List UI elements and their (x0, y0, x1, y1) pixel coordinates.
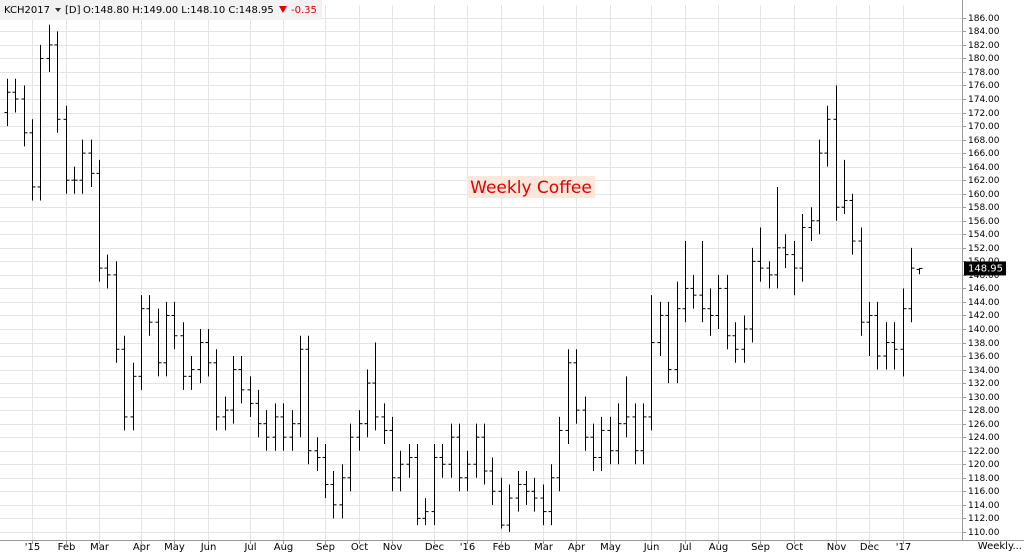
y-tick-label: 184.00 (968, 27, 1000, 37)
y-tick-label: 116.00 (968, 487, 1000, 497)
y-tick-label: 152.00 (968, 244, 1000, 254)
y-tick-label: 162.00 (968, 176, 1000, 186)
x-tick-label: May (600, 542, 621, 553)
y-tick-label: 122.00 (968, 447, 1000, 457)
x-tick-label: Aug (709, 542, 729, 553)
x-tick-label: Dec (860, 542, 879, 553)
last-price-label: 148.95 (968, 263, 1003, 274)
y-tick-label: 110.00 (968, 528, 1000, 538)
x-tick-label: Dec (425, 542, 444, 553)
down-arrow-icon (279, 6, 287, 13)
x-tick-label: Jun (200, 542, 217, 553)
x-tick-label: Feb (58, 542, 76, 553)
y-tick-label: 132.00 (968, 379, 1000, 389)
header-bar (0, 0, 322, 20)
x-tick-label: Sep (316, 542, 335, 553)
x-tick-label: Jun (643, 542, 660, 553)
symbol[interactable]: KCH2017 (4, 5, 50, 16)
y-tick-label: 126.00 (968, 420, 1000, 430)
x-tick-label: '15 (25, 542, 40, 553)
x-tick-label: '17 (896, 542, 911, 553)
y-tick-label: 136.00 (968, 352, 1000, 362)
y-tick-label: 124.00 (968, 433, 1000, 443)
x-tick-label: Oct (351, 542, 368, 553)
x-tick-label: May (164, 542, 185, 553)
grid (0, 5, 962, 540)
x-tick-label: Nov (383, 542, 403, 553)
change: -0.35 (291, 5, 317, 16)
x-tick-label: Oct (786, 542, 803, 553)
last-price-box (964, 261, 1006, 276)
y-tick-label: 114.00 (968, 501, 1000, 511)
y-tick-label: 144.00 (968, 298, 1000, 308)
y-tick-label: 140.00 (968, 325, 1000, 335)
x-tick-label: Nov (827, 542, 847, 553)
y-tick-label: 166.00 (968, 149, 1000, 159)
bars (4, 24, 923, 532)
y-tick-label: 128.00 (968, 406, 1000, 416)
y-tick-label: 142.00 (968, 311, 1000, 321)
y-tick-label: 180.00 (968, 54, 1000, 64)
y-tick-label: 134.00 (968, 366, 1000, 376)
x-tick-label: Aug (274, 542, 294, 553)
y-tick-label: 120.00 (968, 460, 1000, 470)
x-tick-label: Mar (534, 542, 554, 553)
y-tick-label: 118.00 (968, 474, 1000, 484)
y-tick-label: 112.00 (968, 514, 1000, 524)
x-tick-label: Feb (493, 542, 511, 553)
title-background (467, 176, 595, 198)
x-tick-label: Apr (133, 542, 151, 553)
chart-title: Weekly Coffee (470, 178, 592, 198)
y-tick-label: 170.00 (968, 122, 1000, 132)
y-tick-label: 146.00 (968, 284, 1000, 294)
x-tick-label: '16 (460, 542, 475, 553)
symbol-dropdown-icon[interactable] (55, 8, 61, 12)
y-tick-label: 178.00 (968, 68, 1000, 78)
interval: [D] (65, 5, 81, 16)
x-tick-label: Sep (751, 542, 770, 553)
y-tick-label: 154.00 (968, 230, 1000, 240)
y-tick-label: 174.00 (968, 95, 1000, 105)
interval-label[interactable]: Weekly... (978, 541, 1022, 552)
y-tick-label: 182.00 (968, 41, 1000, 51)
y-tick-label: 130.00 (968, 393, 1000, 403)
y-tick-label: 164.00 (968, 163, 1000, 173)
x-tick-label: Apr (568, 542, 586, 553)
x-tick-label: Jul (243, 542, 256, 553)
x-tick-label: Jul (678, 542, 691, 553)
y-tick-label: 138.00 (968, 339, 1000, 349)
y-tick-label: 186.00 (968, 14, 1000, 24)
y-tick-label: 172.00 (968, 109, 1000, 119)
x-tick-label: Mar (90, 542, 110, 553)
quote: O:148.80 H:149.00 L:148.10 C:148.95 (83, 5, 274, 16)
y-tick-label: 148.00 (968, 271, 1000, 281)
y-tick-label: 156.00 (968, 217, 1000, 227)
y-tick-label: 160.00 (968, 190, 1000, 200)
y-tick-label: 168.00 (968, 136, 1000, 146)
y-tick-label: 176.00 (968, 81, 1000, 91)
y-tick-label: 158.00 (968, 203, 1000, 213)
